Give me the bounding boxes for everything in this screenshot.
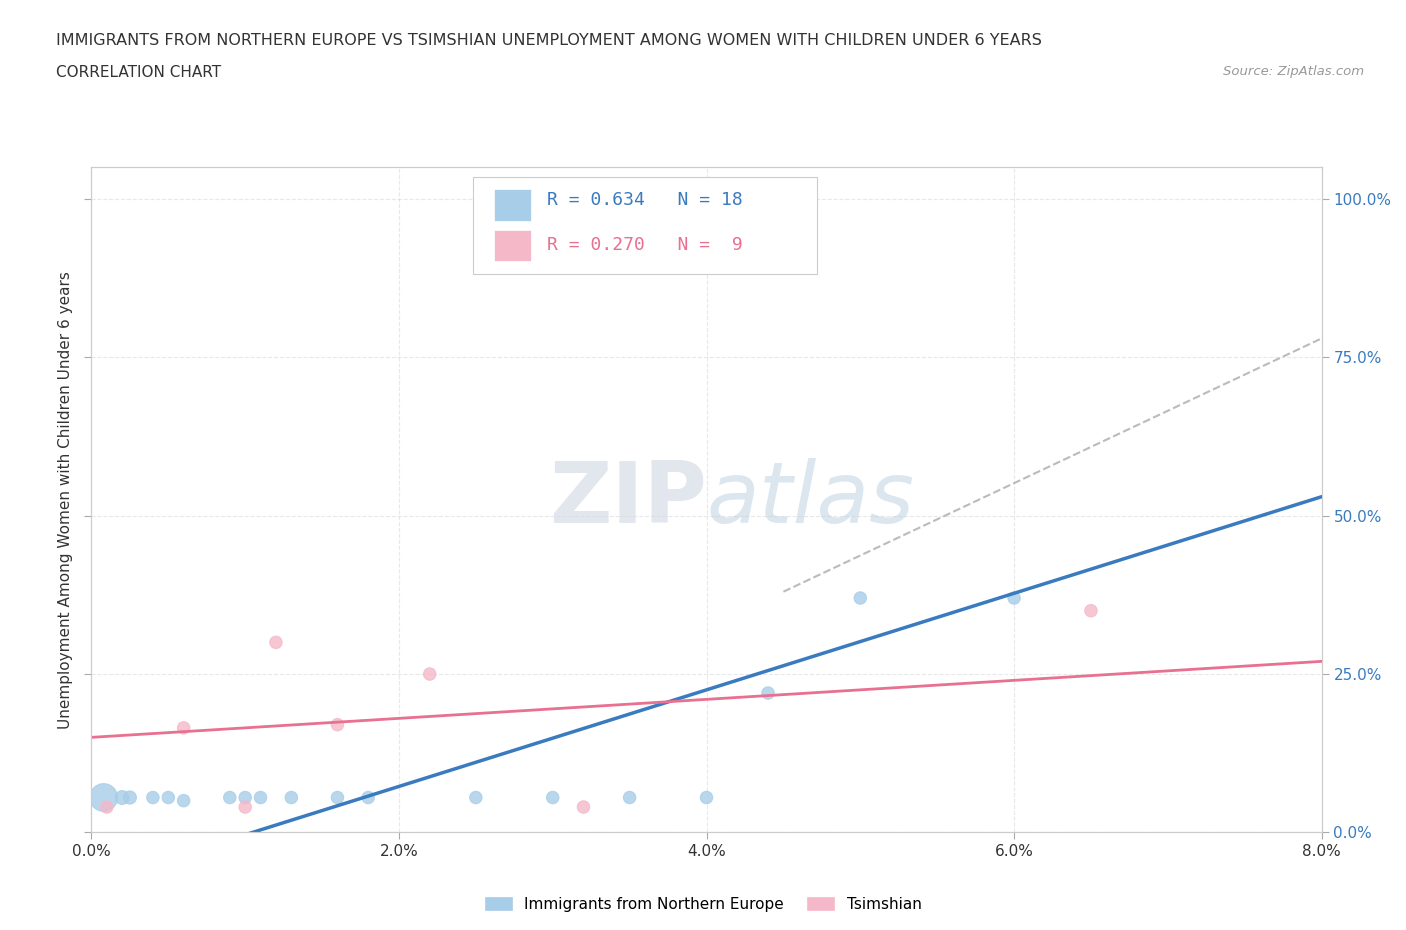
Point	[96, 800, 118, 815]
Point	[173, 793, 195, 808]
Point	[326, 717, 349, 732]
Point	[756, 685, 779, 700]
Point	[118, 790, 141, 805]
Point	[695, 790, 717, 805]
FancyBboxPatch shape	[472, 178, 817, 273]
Bar	[494, 230, 530, 261]
Point	[233, 800, 256, 815]
Point	[541, 790, 564, 805]
Point	[1002, 591, 1025, 605]
Point	[280, 790, 302, 805]
Point	[157, 790, 180, 805]
Point	[93, 790, 115, 805]
Point	[849, 591, 872, 605]
Text: IMMIGRANTS FROM NORTHERN EUROPE VS TSIMSHIAN UNEMPLOYMENT AMONG WOMEN WITH CHILD: IMMIGRANTS FROM NORTHERN EUROPE VS TSIMS…	[56, 33, 1042, 47]
Point	[419, 667, 441, 682]
Point	[111, 790, 134, 805]
Text: ZIP: ZIP	[548, 458, 706, 541]
Point	[264, 635, 287, 650]
Point	[572, 800, 595, 815]
Text: CORRELATION CHART: CORRELATION CHART	[56, 65, 221, 80]
Legend: Immigrants from Northern Europe, Tsimshian: Immigrants from Northern Europe, Tsimshi…	[478, 890, 928, 918]
Bar	[494, 189, 530, 221]
Point	[619, 790, 641, 805]
Text: R = 0.270   N =  9: R = 0.270 N = 9	[547, 236, 742, 254]
Point	[326, 790, 349, 805]
Point	[233, 790, 256, 805]
Point	[218, 790, 240, 805]
Text: R = 0.634   N = 18: R = 0.634 N = 18	[547, 192, 742, 209]
Point	[249, 790, 271, 805]
Point	[173, 721, 195, 736]
Point	[357, 790, 380, 805]
Text: Source: ZipAtlas.com: Source: ZipAtlas.com	[1223, 65, 1364, 78]
Point	[142, 790, 165, 805]
Point	[464, 790, 486, 805]
Point	[1080, 604, 1102, 618]
Text: atlas: atlas	[706, 458, 914, 541]
Y-axis label: Unemployment Among Women with Children Under 6 years: Unemployment Among Women with Children U…	[58, 271, 73, 729]
